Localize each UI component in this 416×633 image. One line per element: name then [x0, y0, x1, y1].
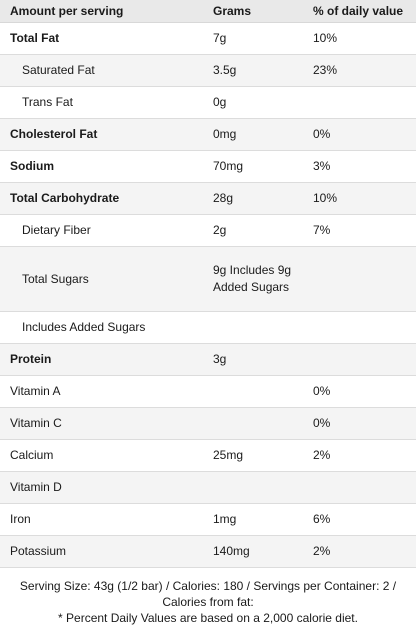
nutrient-daily-value: 7% — [303, 214, 416, 247]
nutrient-name: Vitamin C — [0, 407, 203, 440]
nutrient-name: Iron — [0, 503, 203, 536]
nutrient-daily-value: 0% — [303, 407, 416, 440]
nutrition-footer: Serving Size: 43g (1/2 bar) / Calories: … — [0, 568, 416, 626]
table-row: Saturated Fat 3.5g 23% — [0, 54, 416, 87]
table-row: Vitamin C 0% — [0, 407, 416, 440]
nutrient-grams: 1mg — [203, 503, 303, 536]
nutrition-facts-table: Amount per serving Grams % of daily valu… — [0, 0, 416, 568]
nutrient-grams: 3g — [203, 343, 303, 376]
nutrient-daily-value: 2% — [303, 439, 416, 472]
nutrient-name: Trans Fat — [0, 86, 203, 119]
nutrient-grams: 70mg — [203, 150, 303, 183]
table-row: Iron 1mg 6% — [0, 503, 416, 536]
nutrient-daily-value: 0% — [303, 118, 416, 151]
nutrient-daily-value: 10% — [303, 22, 416, 55]
table-row: Total Sugars 9g Includes 9g Added Sugars — [0, 246, 416, 312]
nutrient-grams — [203, 407, 303, 440]
header-row: Amount per serving Grams % of daily valu… — [0, 0, 416, 23]
table-row: Total Carbohydrate 28g 10% — [0, 182, 416, 215]
nutrient-name: Saturated Fat — [0, 54, 203, 87]
nutrient-daily-value: 3% — [303, 150, 416, 183]
table-row: Sodium 70mg 3% — [0, 150, 416, 183]
nutrient-daily-value: 0% — [303, 375, 416, 408]
nutrient-grams: 140mg — [203, 535, 303, 568]
nutrient-grams: 0g — [203, 86, 303, 119]
nutrient-grams — [203, 311, 303, 344]
nutrient-daily-value: 2% — [303, 535, 416, 568]
nutrient-grams: 25mg — [203, 439, 303, 472]
nutrient-daily-value — [303, 471, 416, 504]
nutrient-grams: 0mg — [203, 118, 303, 151]
nutrient-name: Potassium — [0, 535, 203, 568]
nutrient-name: Vitamin A — [0, 375, 203, 408]
nutrient-grams — [203, 471, 303, 504]
header-grams: Grams — [203, 0, 303, 23]
nutrient-name: Calcium — [0, 439, 203, 472]
header-nutrient: Amount per serving — [0, 0, 203, 23]
nutrient-daily-value — [303, 311, 416, 344]
serving-info: Serving Size: 43g (1/2 bar) / Calories: … — [19, 579, 397, 609]
nutrient-name: Includes Added Sugars — [0, 311, 203, 344]
table-header: Amount per serving Grams % of daily valu… — [0, 0, 416, 23]
nutrient-daily-value — [303, 246, 416, 312]
table-row: Potassium 140mg 2% — [0, 535, 416, 568]
nutrient-grams: 9g Includes 9g Added Sugars — [203, 246, 303, 312]
nutrient-name: Total Carbohydrate — [0, 182, 203, 215]
table-row: Protein 3g — [0, 343, 416, 376]
nutrient-daily-value: 10% — [303, 182, 416, 215]
nutrient-grams: 3.5g — [203, 54, 303, 87]
nutrient-daily-value: 23% — [303, 54, 416, 87]
nutrient-grams: 2g — [203, 214, 303, 247]
nutrient-daily-value — [303, 86, 416, 119]
nutrient-name: Cholesterol Fat — [0, 118, 203, 151]
table-row: Trans Fat 0g — [0, 86, 416, 119]
nutrient-daily-value: 6% — [303, 503, 416, 536]
table-row: Calcium 25mg 2% — [0, 439, 416, 472]
nutrient-grams — [203, 375, 303, 408]
table-row: Vitamin D — [0, 471, 416, 504]
daily-value-disclaimer: * Percent Daily Values are based on a 2,… — [58, 611, 358, 625]
nutrient-grams: 28g — [203, 182, 303, 215]
table-row: Total Fat 7g 10% — [0, 22, 416, 55]
header-daily-value: % of daily value — [303, 0, 416, 23]
nutrient-grams: 7g — [203, 22, 303, 55]
nutrient-name: Total Fat — [0, 22, 203, 55]
table-row: Cholesterol Fat 0mg 0% — [0, 118, 416, 151]
nutrient-name: Protein — [0, 343, 203, 376]
nutrient-rows: Total Fat 7g 10% Saturated Fat 3.5g 23% Trans … — [0, 22, 416, 568]
nutrient-name: Vitamin D — [0, 471, 203, 504]
table-row: Dietary Fiber 2g 7% — [0, 214, 416, 247]
table-row: Includes Added Sugars — [0, 311, 416, 344]
table-row: Vitamin A 0% — [0, 375, 416, 408]
nutrient-name: Sodium — [0, 150, 203, 183]
nutrient-name: Total Sugars — [0, 246, 203, 312]
nutrient-daily-value — [303, 343, 416, 376]
nutrient-name: Dietary Fiber — [0, 214, 203, 247]
